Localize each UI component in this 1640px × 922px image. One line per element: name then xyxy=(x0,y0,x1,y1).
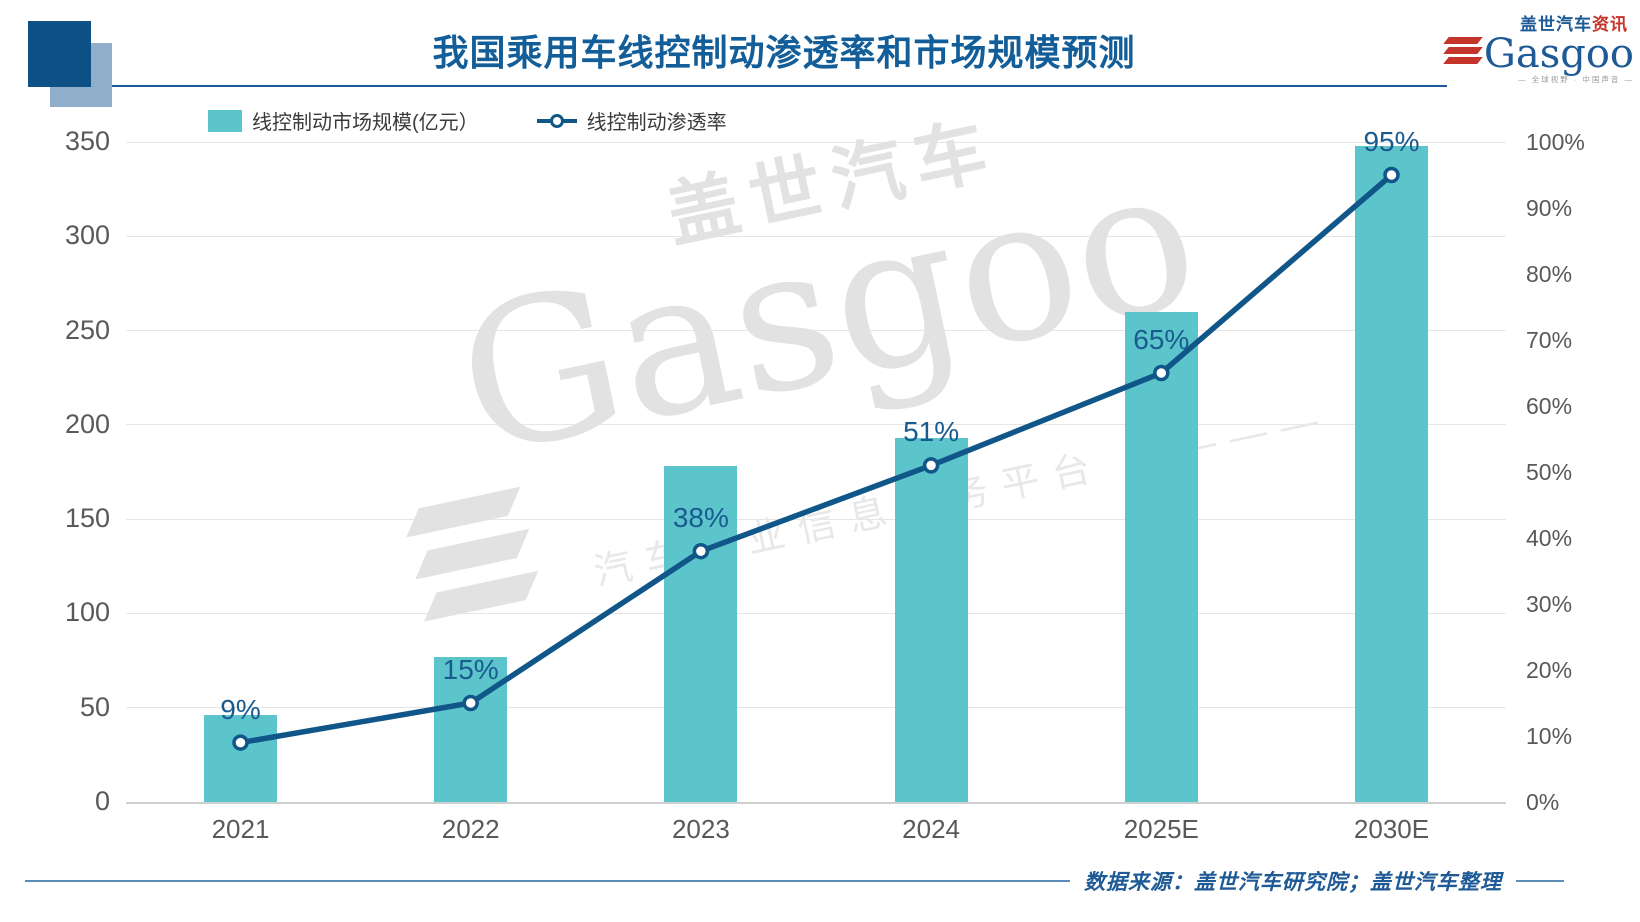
line-marker-2030E xyxy=(1383,166,1400,184)
right-axis-tick-label: 30% xyxy=(1526,591,1573,617)
data-label-2030E: 95% xyxy=(1363,126,1420,157)
x-axis-tick-label: 2022 xyxy=(441,814,500,844)
x-axis-tick-label: 2024 xyxy=(902,814,961,844)
data-label-2025E: 65% xyxy=(1133,324,1190,355)
bar-2025E xyxy=(1124,311,1198,802)
right-axis-tick-label: 60% xyxy=(1526,393,1573,419)
left-axis-tick-label: 150 xyxy=(64,503,110,534)
right-axis-tick-label: 10% xyxy=(1526,723,1573,749)
right-axis-tick-label: 40% xyxy=(1526,525,1573,551)
page-title: 我国乘用车线控制动渗透率和市场规模预测 xyxy=(432,32,1136,73)
gridline xyxy=(126,612,1506,614)
source-text: 数据来源：盖世汽车研究院；盖世汽车整理 xyxy=(1084,871,1502,894)
logo-cn-blue: 盖世汽车 xyxy=(1520,15,1592,34)
line-marker-2025E xyxy=(1153,364,1170,382)
gridline xyxy=(126,141,1506,143)
gridline xyxy=(126,424,1506,426)
logo-stripes-icon xyxy=(1443,34,1483,64)
left-axis-tick-label: 300 xyxy=(64,220,110,251)
title-underline xyxy=(28,85,1447,87)
x-axis-tick-label: 2021 xyxy=(211,814,270,844)
right-axis-tick-label: 90% xyxy=(1526,195,1573,221)
logo-cn-red: 资讯 xyxy=(1592,15,1628,34)
line-marker-2021 xyxy=(232,734,249,751)
right-axis-tick-label: 70% xyxy=(1526,327,1573,353)
x-axis-tick-label: 2025E xyxy=(1123,814,1199,844)
bar-2021 xyxy=(204,715,277,802)
right-axis-tick-label: 20% xyxy=(1526,657,1573,683)
right-axis-tick-label: 100% xyxy=(1526,129,1585,155)
data-label-2024: 51% xyxy=(903,416,960,448)
data-label-2022: 15% xyxy=(442,654,499,685)
gridline xyxy=(126,235,1506,237)
gridline xyxy=(126,330,1506,332)
legend-label-market-size: 线控制动市场规模(亿元） xyxy=(252,112,479,134)
left-axis-tick-label: 350 xyxy=(64,126,110,156)
line-marker-2023 xyxy=(692,542,710,560)
line-marker-2024 xyxy=(922,457,940,474)
legend-label-penetration: 线控制动渗透率 xyxy=(586,112,727,134)
left-axis-tick-label: 100 xyxy=(64,597,110,628)
right-axis-tick-label: 80% xyxy=(1526,261,1573,287)
legend-item-penetration: 线控制动渗透率 xyxy=(536,106,727,135)
x-axis-line xyxy=(126,801,1506,804)
left-axis-tick-label: 50 xyxy=(79,691,110,722)
left-axis-tick-label: 250 xyxy=(64,314,110,345)
bar-2022 xyxy=(434,656,508,802)
left-axis-tick-label: 200 xyxy=(64,408,110,439)
logo-wordmark-row: Gasgoo xyxy=(1388,31,1634,77)
right-axis-tick-label: 50% xyxy=(1526,459,1573,485)
x-axis-tick-label: 2030E xyxy=(1353,814,1430,844)
penetration-line xyxy=(232,166,1400,751)
source-line: 数据来源：盖世汽车研究院；盖世汽车整理 xyxy=(25,866,1564,896)
data-label-2021: 9% xyxy=(220,693,261,725)
footer-rule-right xyxy=(1516,880,1564,882)
logo-wordmark: Gasgoo xyxy=(1483,31,1634,77)
chart-legend: 线控制动市场规模(亿元） 线控制动渗透率 xyxy=(208,106,727,135)
logo-cn-text: 盖世汽车资讯 xyxy=(1388,16,1634,33)
deco-square-dark xyxy=(28,21,91,87)
gridline xyxy=(126,518,1506,520)
gasgoo-logo: 盖世汽车资讯 Gasgoo — 全球视野 · 中国声音 — xyxy=(1388,16,1634,85)
line-marker-2022 xyxy=(462,694,479,712)
bar-2024 xyxy=(894,438,968,802)
x-axis-tick-label: 2023 xyxy=(671,814,730,844)
bar-2023 xyxy=(664,466,738,802)
footer-rule-left xyxy=(25,880,1070,882)
bar-swatch-icon xyxy=(208,109,242,132)
chart-plot-area: 盖世汽车 Gasgoo 汽车产业信息服务平台 ———— 350 300 250 200… xyxy=(65,109,1585,844)
logo-tagline: — 全球视野 · 中国声音 — xyxy=(1518,75,1634,84)
bar-2030E xyxy=(1355,145,1428,802)
data-label-2023: 38% xyxy=(672,502,729,534)
left-axis-tick-label: 0 xyxy=(94,786,110,816)
legend-item-market-size: 线控制动市场规模(亿元） xyxy=(208,106,479,135)
gridline xyxy=(126,707,1506,709)
line-swatch-icon xyxy=(536,110,577,132)
right-axis-tick-label: 0% xyxy=(1526,789,1560,815)
